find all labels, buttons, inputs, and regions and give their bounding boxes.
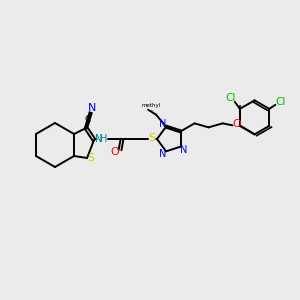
Text: S: S (88, 153, 94, 163)
Text: Cl: Cl (275, 97, 286, 107)
Text: O: O (232, 119, 241, 129)
Text: N: N (88, 103, 96, 113)
Text: O: O (111, 147, 119, 157)
Text: H: H (100, 134, 108, 144)
Text: N: N (159, 118, 167, 129)
Text: Cl: Cl (226, 93, 236, 103)
Text: C: C (85, 116, 91, 124)
Text: methyl: methyl (150, 110, 154, 111)
Text: methyl: methyl (141, 103, 161, 108)
Text: S: S (148, 133, 156, 143)
Text: N: N (180, 145, 187, 154)
Text: N: N (95, 134, 103, 144)
Text: N: N (159, 149, 167, 159)
